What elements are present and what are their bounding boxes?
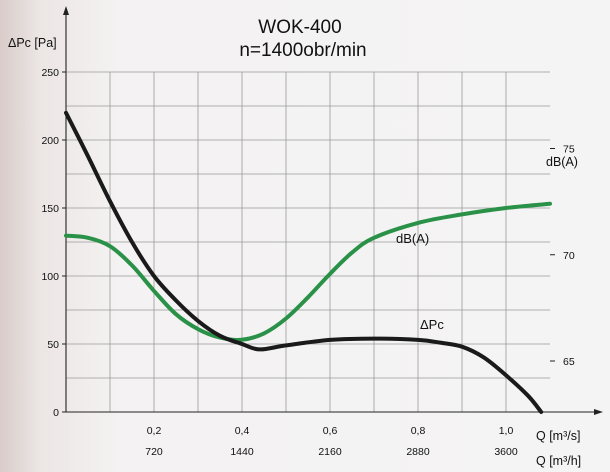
- y-tick-label-right: 70: [563, 250, 575, 262]
- series-label-pressure: ΔPc: [420, 317, 444, 332]
- y-tick-label-left: 150: [41, 203, 59, 215]
- y-tick-label-left: 200: [41, 135, 59, 147]
- series-label-noise: dB(A): [396, 231, 429, 246]
- y-axis-label-right: dB(A): [546, 155, 578, 169]
- y-tick-label-left: 100: [41, 271, 59, 283]
- y-axis-arrow: [63, 6, 69, 15]
- x-tick-label-bottom: 2880: [406, 446, 430, 458]
- tick-labels: 0 50 100 150 200 250 65 70 75 0,2 0,4 0,6 0,8 1,0 720 1…: [41, 67, 574, 458]
- y-tick-label-left: 50: [47, 339, 59, 351]
- x-tick-label-top: 0,2: [147, 425, 162, 437]
- series-line-noise: [64, 201, 552, 343]
- x-axis-label-top: Q [m³/s]: [536, 429, 580, 443]
- grid: [66, 71, 550, 412]
- series-line-pressure: [64, 110, 544, 414]
- y-tick-label-right: 75: [563, 144, 575, 156]
- chart-title: WOK-400: [258, 17, 341, 38]
- x-tick-label-bottom: 3600: [494, 446, 518, 458]
- x-tick-label-top: 0,6: [323, 425, 338, 437]
- x-axis-arrow: [594, 409, 603, 415]
- x-tick-label-bottom: 720: [145, 446, 163, 458]
- chart-subtitle: n=1400obr/min: [239, 40, 366, 61]
- x-tick-label-bottom: 2160: [318, 446, 342, 458]
- y-tick-label-left: 250: [41, 67, 59, 79]
- x-axis-label-bottom: Q [m³/h]: [536, 454, 581, 468]
- x-tick-label-top: 0,8: [411, 425, 426, 437]
- y-tick-label-right: 65: [563, 356, 575, 368]
- y-tick-label-left: 0: [53, 407, 59, 419]
- y-axis-label-left: ΔPc [Pa]: [8, 36, 57, 50]
- axes: [62, 6, 603, 415]
- x-tick-label-bottom: 1440: [230, 446, 254, 458]
- x-tick-label-top: 0,4: [235, 425, 250, 437]
- x-tick-label-top: 1,0: [499, 425, 514, 437]
- series-lines: [64, 110, 552, 414]
